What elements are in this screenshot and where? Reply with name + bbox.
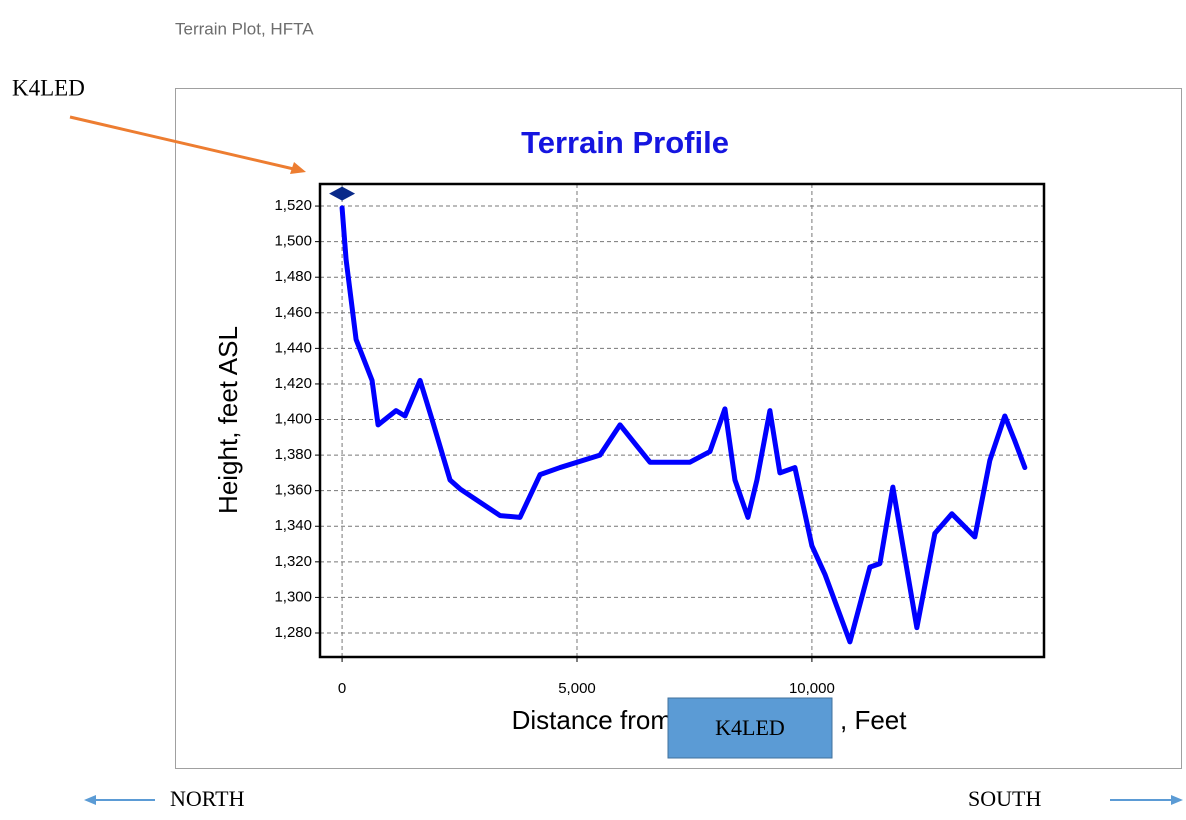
terrain-line (339, 205, 1028, 645)
y-tick-label: 1,380 (274, 446, 312, 463)
arrow-head (84, 795, 96, 805)
y-tick-label: 1,400 (274, 410, 312, 427)
arrow-head (290, 162, 306, 174)
y-tick-label: 1,480 (274, 268, 312, 285)
plot-frame (318, 182, 1046, 659)
annotation-arrow (69, 115, 299, 172)
y-tick-label: 1,340 (274, 517, 312, 534)
y-tick-label: 1,420 (274, 375, 312, 392)
y-tick-label: 1,320 (274, 553, 312, 570)
chart-panel (175, 88, 1182, 769)
arrow-head (1171, 795, 1183, 805)
north-label: NORTH (170, 786, 245, 811)
y-tick-label: 1,520 (274, 197, 312, 214)
y-tick-label: 1,440 (274, 339, 312, 356)
x-axis-label: Distance from (512, 705, 672, 735)
x-axis-label-suffix: , Feet (840, 705, 907, 735)
x-axis-label-highlight: K4LED (715, 715, 785, 740)
label-box (667, 697, 833, 759)
chart-title: Terrain Profile (521, 125, 729, 160)
y-axis-label: Height, feet ASL (213, 326, 243, 514)
antenna-marker (329, 186, 356, 201)
source-annotation: K4LED (12, 75, 85, 100)
y-tick-label: 1,300 (274, 588, 312, 605)
south-label: SOUTH (968, 786, 1041, 811)
y-tick-label: 1,280 (274, 624, 312, 641)
x-tick-label: 5,000 (558, 680, 596, 697)
x-tick-label: 0 (338, 680, 346, 697)
y-tick-label: 1,460 (274, 304, 312, 321)
y-tick-label: 1,500 (274, 233, 312, 250)
window-title: Terrain Plot, HFTA (175, 19, 314, 38)
y-tick-label: 1,360 (274, 482, 312, 499)
x-tick-label: 10,000 (789, 680, 835, 697)
